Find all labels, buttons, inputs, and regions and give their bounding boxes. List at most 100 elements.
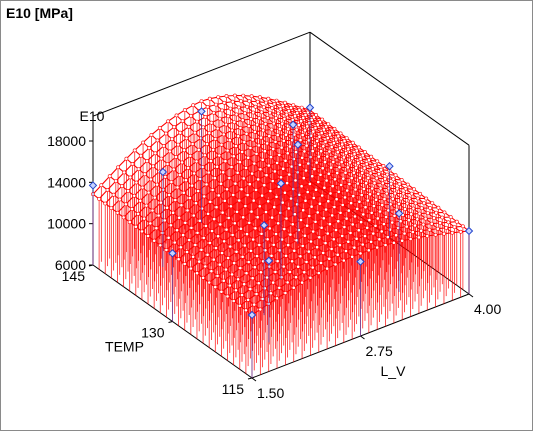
y-tick-label: 145 [62,268,86,284]
surface-node [173,154,178,159]
surface-node [205,252,210,257]
surface-node [216,234,221,239]
surface-node [392,213,397,218]
surface-node [281,166,286,171]
surface-node [191,254,196,259]
surface-node [215,164,219,169]
surface-node [134,180,139,185]
surface-node [337,165,342,170]
surface-node [434,210,439,215]
surface-node [175,185,180,190]
surface-node [262,183,267,188]
surface-node [275,296,279,301]
data-point-marker [259,221,269,230]
surface-node [346,208,351,213]
surface-node [198,136,203,141]
surface-node [225,294,230,299]
surface-node [267,134,272,139]
surface-node [225,187,229,192]
surface-node [254,292,259,296]
surface-node [111,192,116,197]
surface-node [305,190,310,194]
surface-node [324,124,329,129]
surface-node [317,134,322,139]
surface-node [255,215,260,220]
surface-node [219,142,224,147]
surface-node [375,216,380,221]
surface-node [452,225,457,230]
surface-node [172,240,177,245]
surface-node [128,175,133,180]
surface-node [352,152,357,157]
surface-node [425,234,430,238]
surface-node [291,157,296,161]
surface-node [281,264,286,269]
surface-node [376,191,381,196]
surface-node [342,139,347,144]
surface-node [283,100,287,105]
surface-node [250,276,255,281]
surface-node [357,199,362,204]
surface-node [306,249,311,254]
x-axis-label: L_V [381,363,407,379]
surface-node [412,187,416,192]
surface-node [171,167,176,172]
surface-node [260,193,265,198]
chart-title: E10 [MPa] [6,5,73,21]
surface-node [235,209,239,214]
surface-node [190,142,195,146]
surface-node [226,256,231,260]
surface-node [251,198,256,203]
surface-node [217,262,222,267]
surface-node [395,186,400,191]
surface-node [415,196,420,201]
surface-node [314,187,318,192]
surface-node [224,94,229,98]
surface-node [436,205,441,210]
surface-node [177,172,182,177]
surface-node [340,142,345,147]
surface-node [361,186,366,191]
surface-node [351,170,356,175]
surface-node [298,138,303,143]
surface-node [336,189,341,194]
surface-node [373,163,377,167]
surface-node [213,136,218,141]
surface-node [262,286,267,291]
surface-node [325,136,330,140]
surface-node [175,228,179,233]
surface-node [168,223,173,228]
surface-node [359,220,364,225]
surface-node [286,243,291,248]
surface-node [231,299,236,303]
surface-node [170,137,174,142]
surface-node [208,159,213,163]
surface-node [117,197,122,202]
surface-node [284,253,288,258]
surface-node [276,221,281,226]
surface-node [245,193,250,197]
surface-node [127,220,132,225]
surface-node [116,165,120,170]
surface-node [199,247,204,252]
surface-node [232,221,237,226]
surface-node [236,134,241,139]
surface-node [312,255,317,260]
surface-node [369,239,374,244]
surface-node [323,139,328,144]
surface-node [225,148,230,153]
surface-node [230,232,235,237]
surface-node [238,226,243,231]
surface-node [355,181,360,186]
surface-node [316,154,321,159]
surface-node [285,151,290,156]
surface-node [249,117,253,121]
x-tick-label: 4.00 [474,301,501,317]
surface-node [308,155,313,159]
surface-node [239,187,244,192]
surface-node [350,254,355,259]
surface-node [220,210,225,215]
surface-node [244,271,249,276]
x-axis-tick [468,293,474,298]
surface-node [174,113,179,118]
